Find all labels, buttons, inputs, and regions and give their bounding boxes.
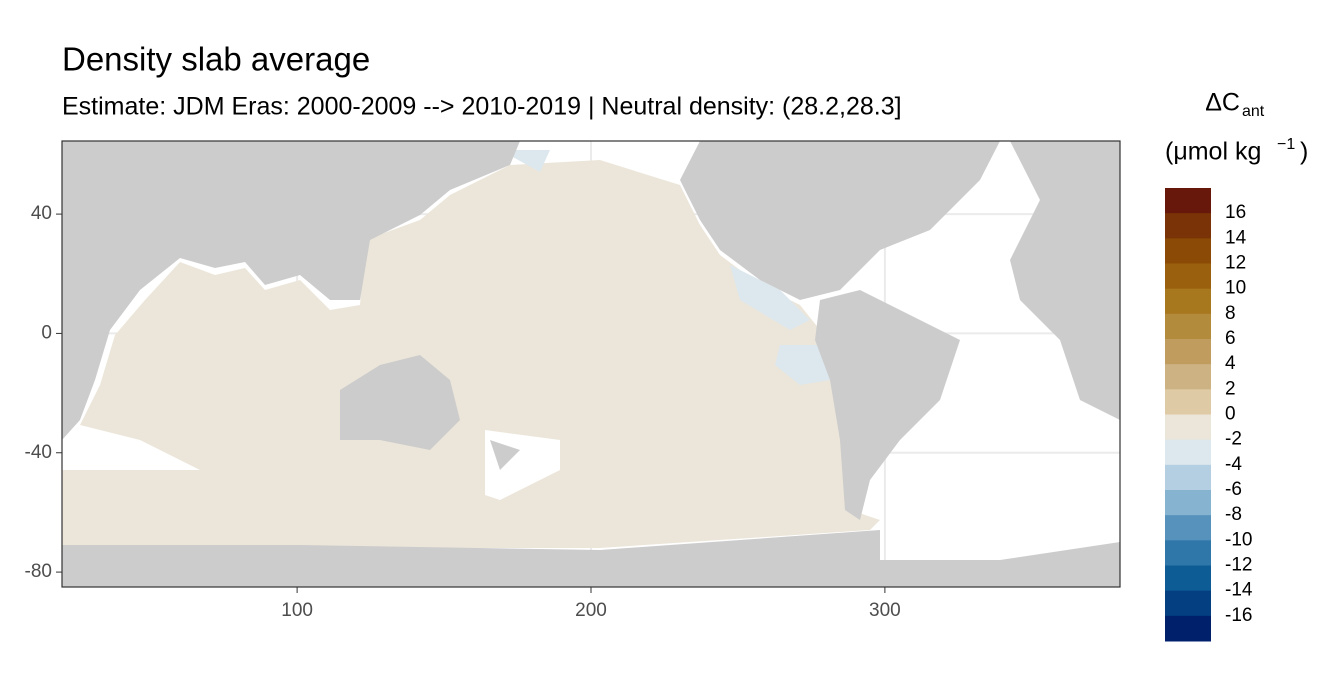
land	[62, 530, 880, 587]
legend-swatch	[1165, 339, 1211, 365]
legend-swatch	[1165, 288, 1211, 315]
legend-unit-sup: −1	[1277, 136, 1295, 153]
legend-label: 16	[1225, 202, 1246, 223]
legend-swatch	[1165, 439, 1211, 466]
y-tick-label: 40	[31, 203, 52, 224]
legend-label: -14	[1225, 580, 1253, 601]
no-data	[62, 425, 200, 470]
legend-label: 4	[1225, 353, 1236, 374]
chart-title: Density slab average	[62, 41, 370, 78]
legend-title: ΔC	[1205, 89, 1240, 117]
legend-label: -2	[1225, 429, 1242, 450]
legend-unit: (μmol kg	[1165, 138, 1261, 166]
legend-swatch	[1165, 414, 1211, 441]
legend-label: 2	[1225, 378, 1236, 399]
y-tick-label: -80	[25, 561, 52, 582]
y-tick-label: -40	[25, 442, 52, 463]
legend-swatch	[1165, 263, 1211, 290]
legend-swatch	[1165, 515, 1211, 541]
legend-label: -8	[1225, 504, 1242, 525]
x-tick-label: 100	[281, 600, 313, 621]
x-tick-label: 300	[869, 600, 901, 621]
legend-swatch	[1165, 565, 1211, 592]
legend-swatch	[1165, 238, 1211, 264]
land	[880, 542, 1120, 587]
legend-swatch	[1165, 364, 1211, 390]
legend-label: 8	[1225, 303, 1236, 324]
legend-swatch	[1165, 615, 1211, 642]
legend-swatch	[1165, 540, 1211, 566]
legend-label: -10	[1225, 529, 1252, 550]
legend-unit-close: )	[1300, 138, 1308, 166]
land	[490, 440, 520, 470]
chart-subtitle: Estimate: JDM Eras: 2000-2009 --> 2010-2…	[62, 93, 902, 121]
legend-swatch	[1165, 313, 1211, 340]
negative-fill	[730, 265, 810, 330]
legend-swatch	[1165, 590, 1211, 617]
legend-label: 10	[1225, 278, 1246, 299]
legend-swatch	[1165, 389, 1211, 415]
land	[1010, 141, 1120, 420]
legend-label: -6	[1225, 479, 1242, 500]
legend-title-sub: ant	[1242, 103, 1265, 120]
legend-swatch	[1165, 490, 1211, 516]
negative-fill	[775, 345, 830, 385]
legend-swatch	[1165, 213, 1211, 239]
x-tick-label: 200	[575, 600, 607, 621]
land	[680, 141, 1000, 300]
legend-label: 0	[1225, 404, 1236, 425]
land	[62, 141, 520, 440]
legend-label: -4	[1225, 454, 1242, 475]
ocean-fill	[62, 160, 880, 548]
legend-label: 12	[1225, 253, 1246, 274]
land	[815, 290, 960, 520]
legend-swatch	[1165, 188, 1211, 214]
legend-swatch	[1165, 464, 1211, 491]
y-tick-label: 0	[41, 322, 52, 343]
legend-label: -12	[1225, 555, 1252, 576]
legend-label: 6	[1225, 328, 1236, 349]
land	[340, 355, 460, 450]
legend-label: -16	[1225, 605, 1252, 626]
legend-label: 14	[1225, 227, 1247, 248]
map-fill	[62, 141, 1120, 587]
